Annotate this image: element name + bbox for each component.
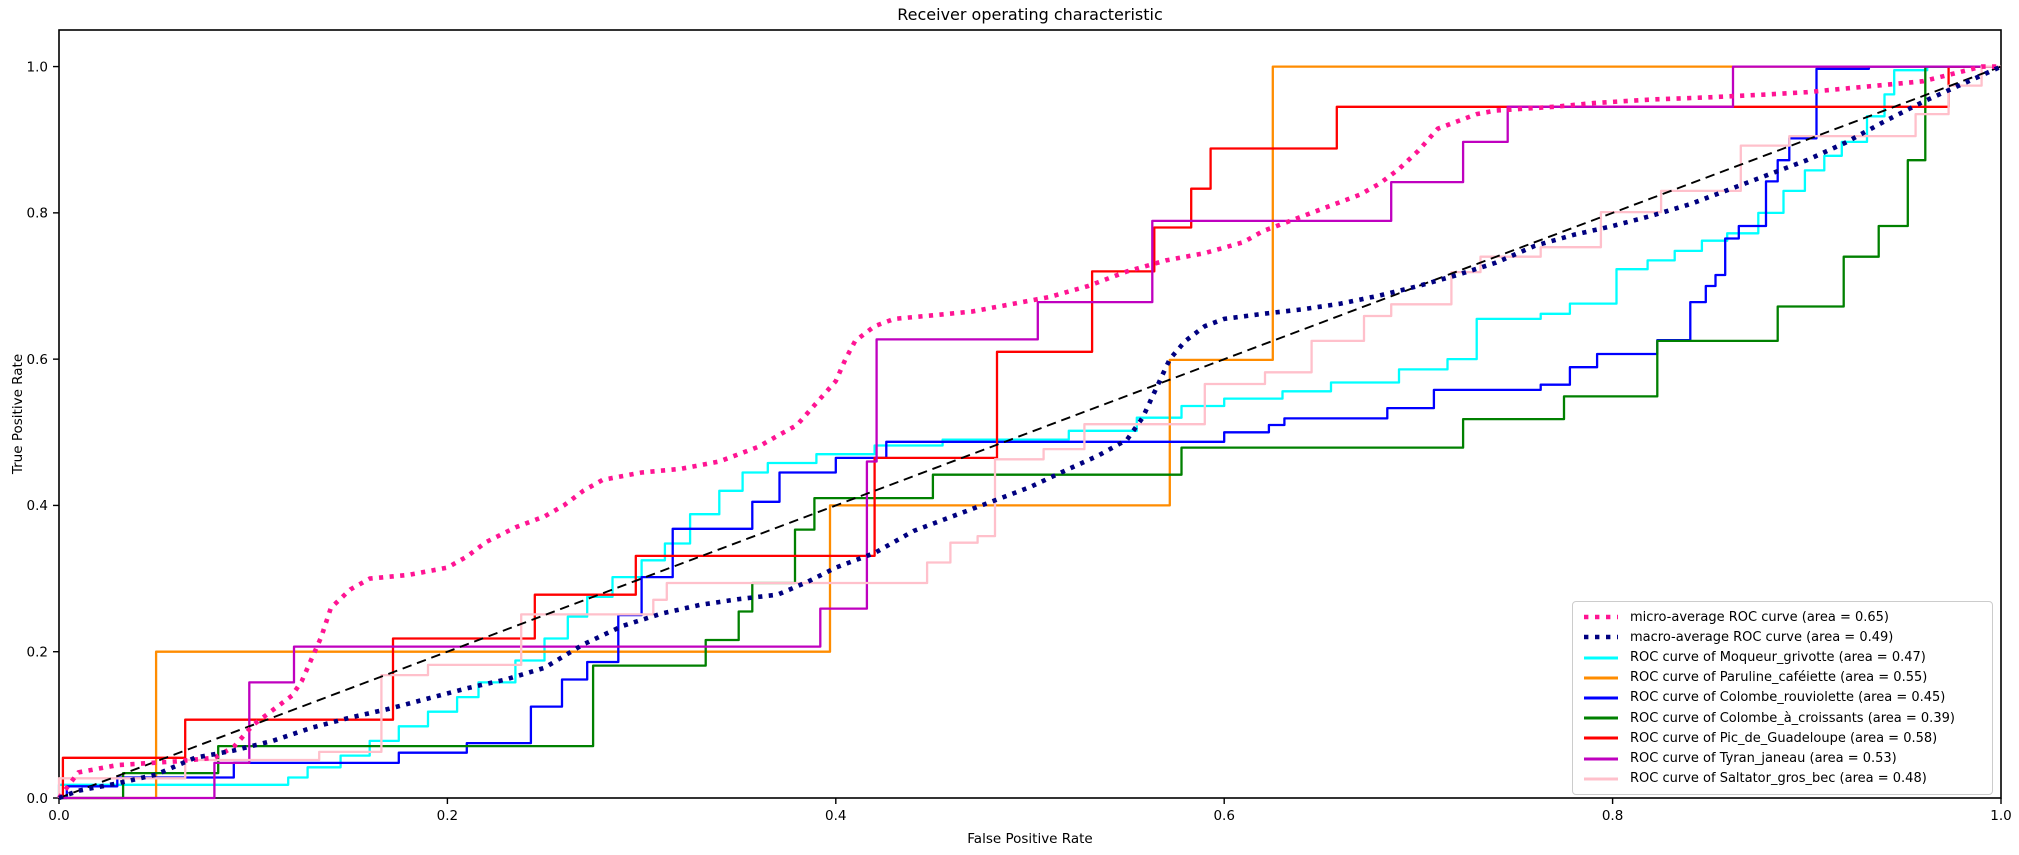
roc-curve-Saltator_gros_bec (57, 65, 2001, 798)
legend-label: micro-average ROC curve (area = 0.65) (1630, 609, 1889, 625)
roc-curve-Tyran_janeau (59, 65, 2001, 800)
legend-item-Moqueur_grivotte: ROC curve of Moqueur_grivotte (area = 0.… (1583, 648, 1982, 668)
y-tick-label: 1.0 (27, 59, 48, 75)
plot-border (58, 29, 2002, 799)
legend-line-sample-icon (1583, 694, 1619, 702)
legend-label: ROC curve of Tyran_janeau (area = 0.53) (1630, 751, 1897, 767)
legend-item-Saltator_gros_bec: ROC curve of Saltator_gros_bec (area = 0… (1583, 769, 1982, 789)
legend-label: ROC curve of Colombe_rouviolette (area =… (1630, 690, 1946, 706)
x-tick-label: 0.8 (1602, 808, 1623, 824)
x-tick-label: 0.6 (1213, 808, 1234, 824)
legend-label: macro-average ROC curve (area = 0.49) (1630, 629, 1894, 645)
roc-curve-macro-average (58, 64, 2002, 801)
x-tick-label: 0.4 (825, 808, 846, 824)
roc-curve-micro-average (57, 64, 2001, 800)
legend-label: ROC curve of Colombe_à_croissants (area … (1630, 710, 1955, 726)
y-tick-label: 0.6 (27, 352, 48, 368)
legend-label: ROC curve of Moqueur_grivotte (area = 0.… (1630, 650, 1926, 666)
legend-item-Colombe_a_croissants: ROC curve of Colombe_à_croissants (area … (1583, 708, 1982, 728)
x-tick-label: 0.0 (48, 808, 69, 824)
legend-label: ROC curve of Saltator_gros_bec (area = 0… (1630, 771, 1927, 787)
legend-line-sample-icon (1583, 674, 1619, 682)
roc-curve-Moqueur_grivotte (57, 65, 2001, 798)
x-tick-label: 1.0 (1990, 808, 2011, 824)
roc-curve-Pic_de_Guadeloupe (59, 65, 2001, 800)
roc-curve-Colombe_a_croissants (59, 65, 2001, 800)
legend-item-Colombe_rouviolette: ROC curve of Colombe_rouviolette (area =… (1583, 688, 1982, 708)
y-tick-label: 0.2 (27, 645, 48, 661)
y-axis-label: True Positive Rate (10, 353, 26, 475)
legend-box: micro-average ROC curve (area = 0.65) mac… (1572, 601, 1993, 795)
x-axis-label: False Positive Rate (967, 831, 1093, 847)
legend-line-sample-icon (1583, 734, 1619, 742)
legend-label: ROC curve of Pic_de_Guadeloupe (area = 0… (1630, 730, 1938, 746)
y-tick-label: 0.4 (27, 498, 48, 514)
legend-line-sample-icon (1583, 654, 1619, 662)
legend-line-sample-icon (1583, 755, 1619, 763)
legend-label: ROC curve of Paruline_caféiette (area = … (1630, 670, 1928, 686)
legend-line-sample-icon (1583, 714, 1619, 722)
legend-item-Paruline_cafeiette: ROC curve of Paruline_caféiette (area = … (1583, 668, 1982, 688)
x-tick-label: 0.2 (437, 808, 458, 824)
legend-item-macro-average: macro-average ROC curve (area = 0.49) (1583, 627, 1982, 647)
y-tick-label: 0.8 (27, 206, 48, 222)
legend-item-Tyran_janeau: ROC curve of Tyran_janeau (area = 0.53) (1583, 749, 1982, 769)
legend-line-sample-icon (1583, 633, 1619, 641)
y-tick-label: 0.0 (27, 791, 48, 807)
legend-line-sample-icon (1583, 613, 1619, 621)
legend-item-Pic_de_Guadeloupe: ROC curve of Pic_de_Guadeloupe (area = 0… (1583, 728, 1982, 748)
roc-curve-chance-diagonal (58, 65, 2002, 799)
chart-title: Receiver operating characteristic (897, 5, 1163, 24)
legend-item-micro-average: micro-average ROC curve (area = 0.65) (1583, 607, 1982, 627)
legend-line-sample-icon (1583, 775, 1619, 783)
roc-curve-Colombe_rouviolette (59, 65, 2001, 800)
roc-curve-Paruline_cafeiette (59, 65, 2001, 800)
